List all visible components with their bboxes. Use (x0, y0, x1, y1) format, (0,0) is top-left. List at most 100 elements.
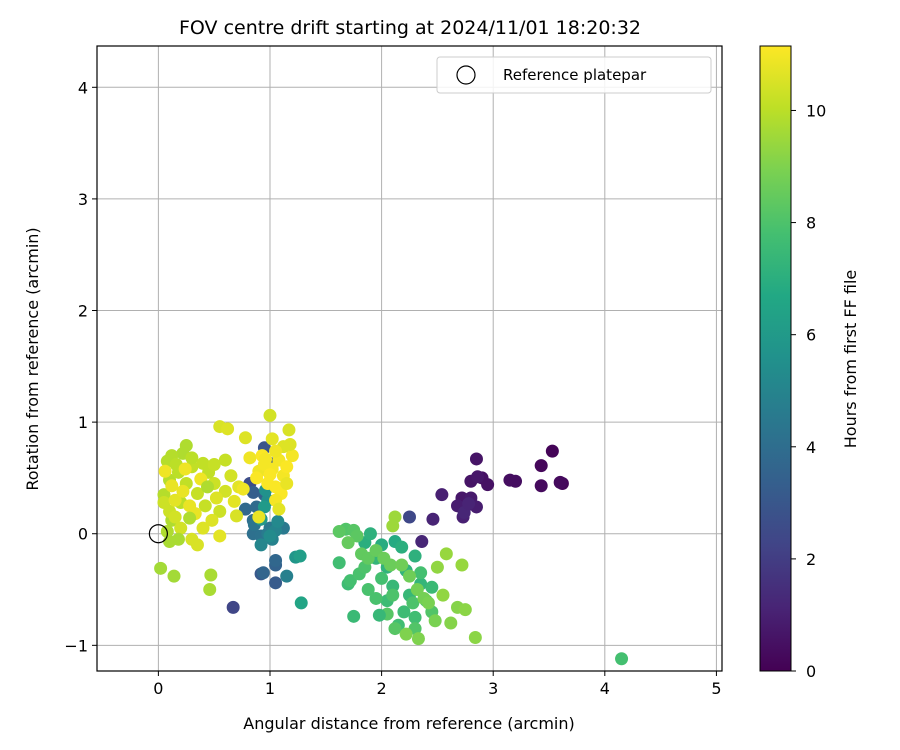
scatter-point (403, 510, 416, 524)
scatter-point (395, 558, 409, 572)
scatter-point (403, 569, 416, 583)
chart-title: FOV centre drift starting at 2024/11/01 … (179, 17, 641, 39)
scatter-point (369, 591, 383, 605)
scatter-point (196, 521, 210, 535)
y-tick-label: 0 (78, 525, 88, 544)
legend-box (436, 56, 712, 94)
scatter-point (435, 488, 449, 502)
scatter-point (421, 596, 435, 610)
colorbar-ticks: 0 2 4 6 8 10 (791, 101, 826, 681)
scatter-point (167, 569, 181, 583)
scatter-point (269, 554, 283, 568)
y-tick-label: 1 (78, 413, 88, 432)
y-axis-label: Rotation from reference (arcmin) (23, 227, 42, 490)
scatter-point (347, 609, 361, 623)
scatter-point (218, 484, 232, 498)
scatter-point (458, 603, 472, 617)
scatter-point (221, 422, 235, 436)
scatter-point (230, 509, 244, 523)
scatter-point (269, 576, 283, 590)
scatter-point (395, 540, 409, 554)
legend-marker-reference (456, 65, 476, 85)
y-tick-label: 3 (78, 190, 88, 209)
scatter-point (176, 484, 190, 498)
x-axis-label: Angular distance from reference (arcmin) (243, 714, 574, 733)
scatter-point (209, 491, 223, 505)
x-tick-label: 2 (377, 679, 387, 698)
colorbar-tick-label: 6 (806, 326, 816, 345)
x-tick-label: 5 (711, 679, 721, 698)
scatter-point (455, 558, 469, 572)
scatter-point (343, 574, 357, 588)
colorbar-frame (759, 45, 792, 672)
scatter-point (415, 535, 429, 549)
scatter-point (218, 453, 232, 467)
scatter-point (163, 535, 177, 549)
scatter-point (361, 583, 375, 597)
colorbar-tick-label: 2 (806, 550, 816, 569)
scatter-point (263, 468, 277, 482)
scatter-point (615, 652, 629, 666)
scatter-point (158, 464, 172, 478)
scatter-point (386, 588, 400, 602)
scatter-point (397, 605, 411, 619)
y-axis-ticks: −1 0 1 2 3 4 (64, 78, 97, 655)
scatter-point (375, 571, 389, 585)
scatter-point (190, 538, 204, 552)
scatter-point (430, 560, 444, 574)
scatter-point (165, 479, 179, 493)
scatter-point (350, 529, 364, 543)
scatter-point (238, 431, 252, 445)
x-tick-label: 1 (265, 679, 275, 698)
scatter-point (254, 538, 268, 552)
colorbar-tick-label: 0 (806, 662, 816, 681)
colorbar-gradient (760, 46, 791, 671)
scatter-point (224, 469, 238, 483)
scatter-point (154, 561, 168, 575)
x-tick-label: 0 (153, 679, 163, 698)
scatter-point (469, 452, 483, 466)
scatter-point (257, 500, 271, 514)
scatter-point (185, 451, 199, 465)
scatter-point (280, 477, 294, 490)
scatter-point (226, 600, 240, 614)
scatter-point (410, 583, 424, 597)
colorbar-label: Hours from first FF file (841, 270, 860, 449)
x-tick-label: 3 (488, 679, 498, 698)
x-axis-ticks: 0 1 2 3 4 5 (153, 671, 722, 698)
scatter-point (363, 527, 377, 541)
scatter-point (372, 608, 386, 622)
scatter-point (471, 470, 485, 484)
scatter-point (168, 510, 182, 524)
scatter-point (534, 459, 548, 473)
scatter-point (207, 458, 221, 472)
scatter-point (545, 444, 559, 458)
scatter-point (263, 408, 277, 422)
scatter-point (263, 529, 277, 543)
scatter-point (174, 521, 188, 535)
scatter-point (203, 583, 217, 597)
colorbar-tick-label: 8 (806, 214, 816, 233)
scatter-point (406, 596, 420, 610)
scatter-point (428, 614, 442, 628)
scatter-point (271, 514, 285, 528)
scatter-point (436, 588, 450, 602)
scatter-point (252, 510, 266, 524)
scatter-point (250, 471, 264, 485)
colorbar-tick-label: 10 (806, 101, 826, 120)
y-tick-label: −1 (64, 636, 88, 655)
scatter-point (236, 482, 250, 496)
scatter-point (386, 579, 400, 593)
scatter-point (341, 536, 355, 550)
scatter-point (411, 632, 425, 646)
scatter-point (256, 566, 270, 580)
scatter-point (408, 610, 422, 624)
scatter-point (425, 580, 439, 594)
scatter-point (272, 502, 286, 516)
scatter-point (246, 485, 260, 499)
scatter-point (243, 451, 257, 465)
scatter-point (213, 504, 227, 518)
scatter-point (426, 512, 440, 526)
scatter-point (238, 502, 252, 516)
scatter-point (213, 529, 227, 543)
